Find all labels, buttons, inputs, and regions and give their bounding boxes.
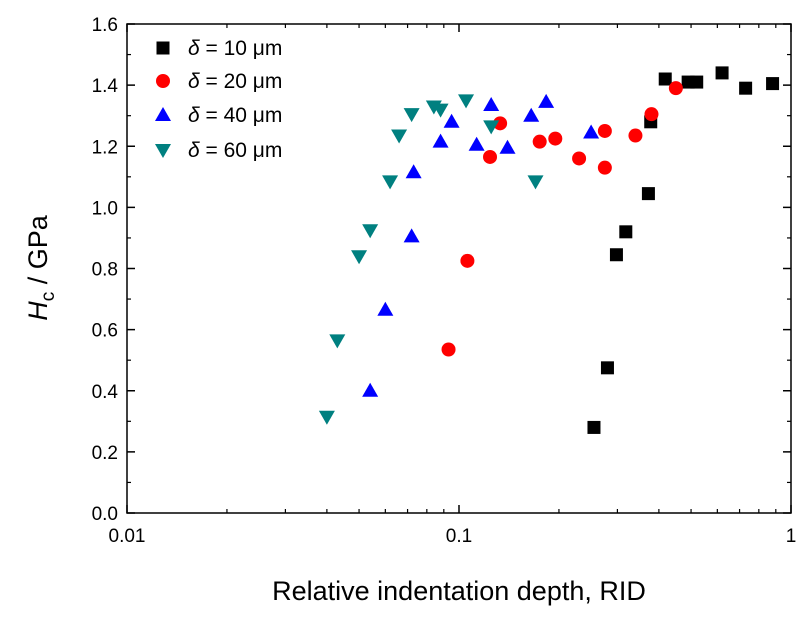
data-point bbox=[523, 107, 540, 122]
data-point bbox=[641, 187, 655, 201]
legend-item-20um: δ = 20 μm bbox=[156, 70, 282, 93]
data-point bbox=[587, 420, 601, 434]
data-point bbox=[362, 224, 379, 239]
legend-symbol: δ bbox=[188, 70, 200, 93]
legend-symbol: δ bbox=[188, 104, 200, 127]
legend-label-10um: δ = 10 μm bbox=[188, 37, 282, 60]
data-point bbox=[609, 248, 623, 262]
data-point bbox=[739, 81, 753, 95]
data-point bbox=[690, 75, 704, 89]
legend-symbol: δ bbox=[188, 139, 200, 162]
data-point bbox=[597, 160, 612, 175]
legend-marker-shape bbox=[156, 41, 170, 55]
y-axis-title-subscript: c bbox=[38, 292, 59, 302]
data-point bbox=[382, 175, 399, 190]
series-2 bbox=[362, 93, 600, 397]
legend: δ = 10 μm δ = 20 μm δ = 40 μm δ = 60 μm bbox=[155, 37, 282, 162]
data-point bbox=[532, 134, 547, 149]
data-point bbox=[362, 382, 379, 397]
data-point bbox=[441, 342, 456, 357]
legend-symbol: δ bbox=[188, 37, 200, 60]
data-point bbox=[483, 120, 500, 135]
legend-item-10um: δ = 10 μm bbox=[156, 37, 282, 60]
series-1 bbox=[441, 81, 683, 357]
data-point bbox=[377, 301, 394, 316]
data-point bbox=[460, 253, 475, 268]
y-axis: 0.0 0.2 0.4 0.6 0.8 1.0 1.2 1.4 1.6 bbox=[92, 15, 791, 525]
data-point bbox=[432, 133, 449, 148]
plot-frame bbox=[126, 23, 792, 514]
series-0 bbox=[587, 66, 780, 434]
data-point bbox=[468, 136, 485, 151]
legend-marker-shape bbox=[156, 74, 170, 88]
data-point bbox=[483, 96, 500, 111]
legend-item-60um: δ = 60 μm bbox=[155, 139, 282, 162]
y-tick-label: 0.8 bbox=[92, 260, 118, 281]
data-point bbox=[318, 410, 335, 425]
x-tick-label: 0.01 bbox=[109, 526, 146, 547]
legend-marker bbox=[156, 74, 170, 88]
x-tick-label: 0.1 bbox=[446, 526, 472, 547]
data-series bbox=[318, 66, 780, 434]
y-tick-label: 0.6 bbox=[92, 321, 118, 342]
legend-marker-shape bbox=[155, 144, 171, 158]
legend-item-40um: δ = 40 μm bbox=[155, 104, 282, 127]
data-point bbox=[527, 175, 544, 190]
data-point bbox=[493, 116, 508, 131]
y-tick-label: 0.4 bbox=[92, 382, 119, 403]
y-tick-label: 1.4 bbox=[92, 76, 119, 97]
data-point bbox=[572, 151, 587, 166]
data-point bbox=[628, 128, 643, 143]
legend-marker bbox=[155, 107, 171, 121]
data-point bbox=[538, 93, 555, 108]
legend-value: = 20 μm bbox=[200, 70, 283, 93]
data-point bbox=[329, 334, 346, 349]
x-axis-title: Relative indentation depth, RID bbox=[272, 576, 646, 606]
x-axis: 0.01 0.1 1 bbox=[109, 24, 797, 547]
legend-label-20um: δ = 20 μm bbox=[188, 70, 282, 93]
legend-label-60um: δ = 60 μm bbox=[188, 139, 282, 162]
legend-value: = 10 μm bbox=[200, 37, 283, 60]
y-axis-title: Hc / GPa bbox=[23, 214, 59, 321]
data-point bbox=[403, 108, 420, 123]
data-point bbox=[443, 113, 460, 128]
y-axis-title-main: H bbox=[23, 301, 53, 321]
y-tick-label: 1.2 bbox=[92, 137, 118, 158]
data-point bbox=[548, 131, 563, 146]
data-point bbox=[405, 164, 422, 179]
data-point bbox=[644, 107, 659, 122]
data-point bbox=[499, 139, 516, 154]
data-point bbox=[597, 123, 612, 138]
data-point bbox=[583, 124, 600, 139]
data-point bbox=[403, 228, 420, 243]
data-point bbox=[391, 129, 408, 144]
y-tick-label: 1.6 bbox=[92, 15, 118, 36]
data-point bbox=[432, 103, 449, 118]
legend-label-40um: δ = 40 μm bbox=[188, 104, 282, 127]
data-point bbox=[658, 72, 672, 86]
legend-marker-shape bbox=[155, 107, 171, 121]
y-tick-label: 0.2 bbox=[92, 443, 118, 464]
data-point bbox=[458, 94, 475, 109]
series-3 bbox=[318, 94, 544, 425]
data-point bbox=[715, 66, 729, 80]
data-point bbox=[351, 250, 368, 265]
y-tick-label: 0.0 bbox=[92, 504, 118, 525]
x-tick-label: 1 bbox=[786, 526, 797, 547]
legend-marker bbox=[155, 144, 171, 158]
y-tick-label: 1.0 bbox=[92, 198, 118, 219]
legend-value: = 60 μm bbox=[200, 139, 283, 162]
data-point bbox=[483, 149, 498, 164]
plot-area bbox=[126, 23, 792, 514]
data-point bbox=[619, 225, 633, 239]
y-axis-title-unit: / GPa bbox=[23, 214, 53, 292]
data-point bbox=[600, 361, 614, 375]
legend-value: = 40 μm bbox=[200, 104, 283, 127]
legend-marker bbox=[156, 41, 170, 55]
data-point bbox=[766, 77, 780, 91]
data-point bbox=[668, 81, 683, 96]
